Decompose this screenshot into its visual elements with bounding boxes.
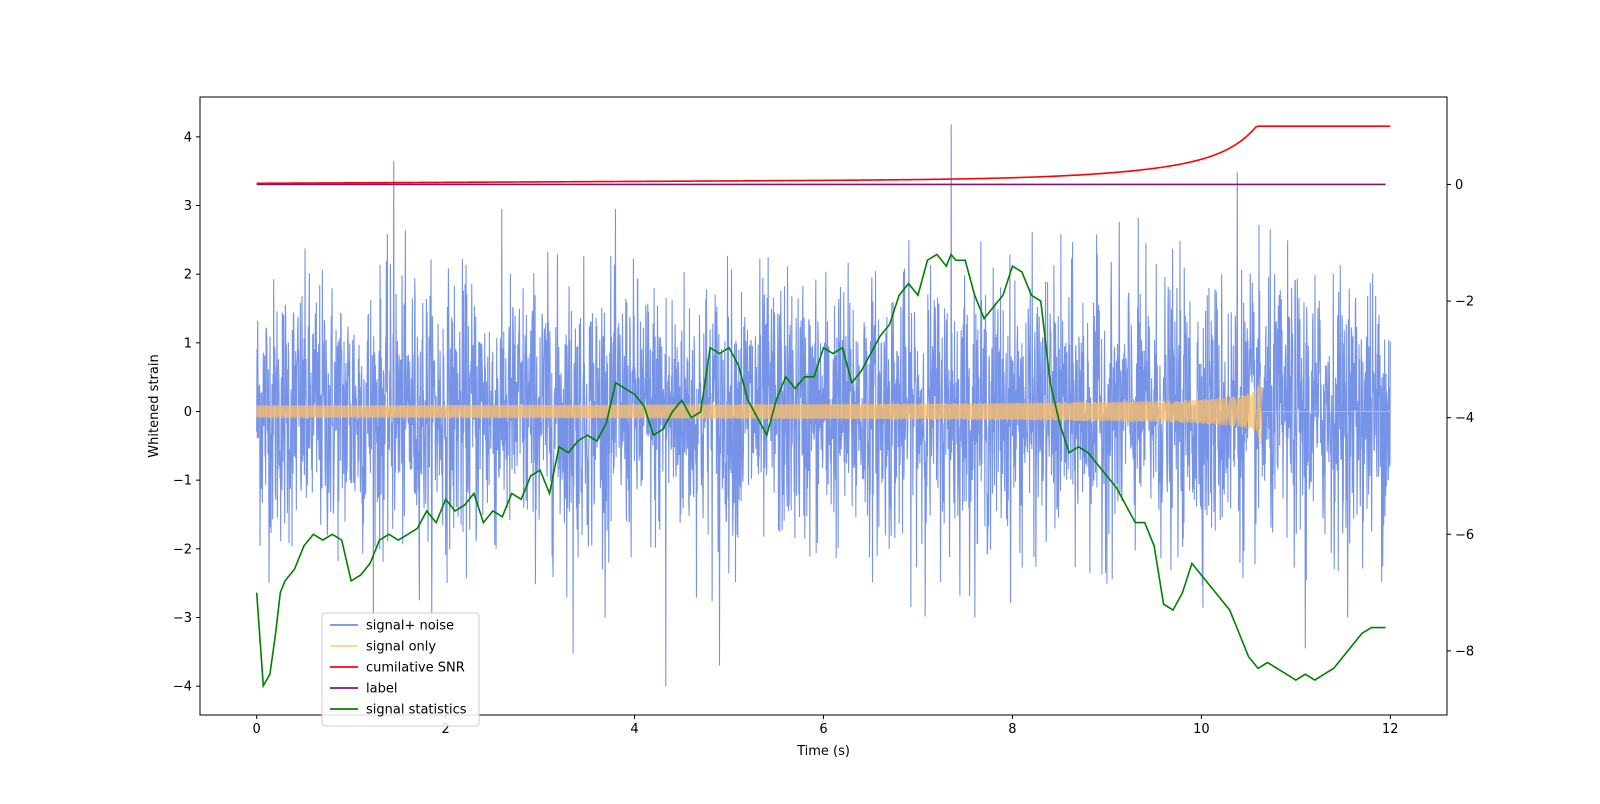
series-signal-statistics xyxy=(255,252,1386,689)
legend-label: label xyxy=(366,682,397,697)
x-axis-label: Time (s) xyxy=(796,744,850,759)
x-tick-label: 10 xyxy=(1193,722,1210,737)
legend-box xyxy=(321,612,480,727)
y-tick-label: 0 xyxy=(184,405,192,420)
y2-tick-label: 0 xyxy=(1455,178,1463,193)
y2-tick-label: −8 xyxy=(1455,644,1474,659)
y2-tick-label: −2 xyxy=(1455,295,1474,310)
series-signal-noise xyxy=(256,124,1391,687)
legend-label: cumilative SNR xyxy=(366,661,465,676)
y-tick-label: 3 xyxy=(184,199,192,214)
y-tick-label: −2 xyxy=(173,542,192,557)
y-tick-label: −1 xyxy=(173,474,192,489)
y-tick-label: −4 xyxy=(173,680,192,695)
legend-label: signal+ noise xyxy=(366,619,454,634)
x-tick-label: 6 xyxy=(819,722,827,737)
y2-tick-label: −6 xyxy=(1455,528,1474,543)
y-tick-label: 4 xyxy=(184,130,192,145)
y-tick-label: −3 xyxy=(173,611,192,626)
x-tick-label: 12 xyxy=(1382,722,1399,737)
x-tick-label: 4 xyxy=(630,722,638,737)
x-tick-label: 0 xyxy=(253,722,261,737)
legend: signal+ noise signal only cumilative SNR la… xyxy=(321,612,480,727)
series-signal-only xyxy=(256,376,1391,445)
series-layer xyxy=(255,124,1391,689)
x-tick-label: 2 xyxy=(441,722,449,737)
y-tick-label: 1 xyxy=(184,336,192,351)
legend-label: signal only xyxy=(366,640,436,655)
y-tick-label: 2 xyxy=(184,268,192,283)
legend-label: signal statistics xyxy=(366,703,467,718)
y2-tick-label: −4 xyxy=(1455,411,1474,426)
series-cumilative-snr xyxy=(256,125,1391,185)
x-tick-label: 8 xyxy=(1008,722,1016,737)
y-axis-label: Whitened strain xyxy=(147,354,162,457)
